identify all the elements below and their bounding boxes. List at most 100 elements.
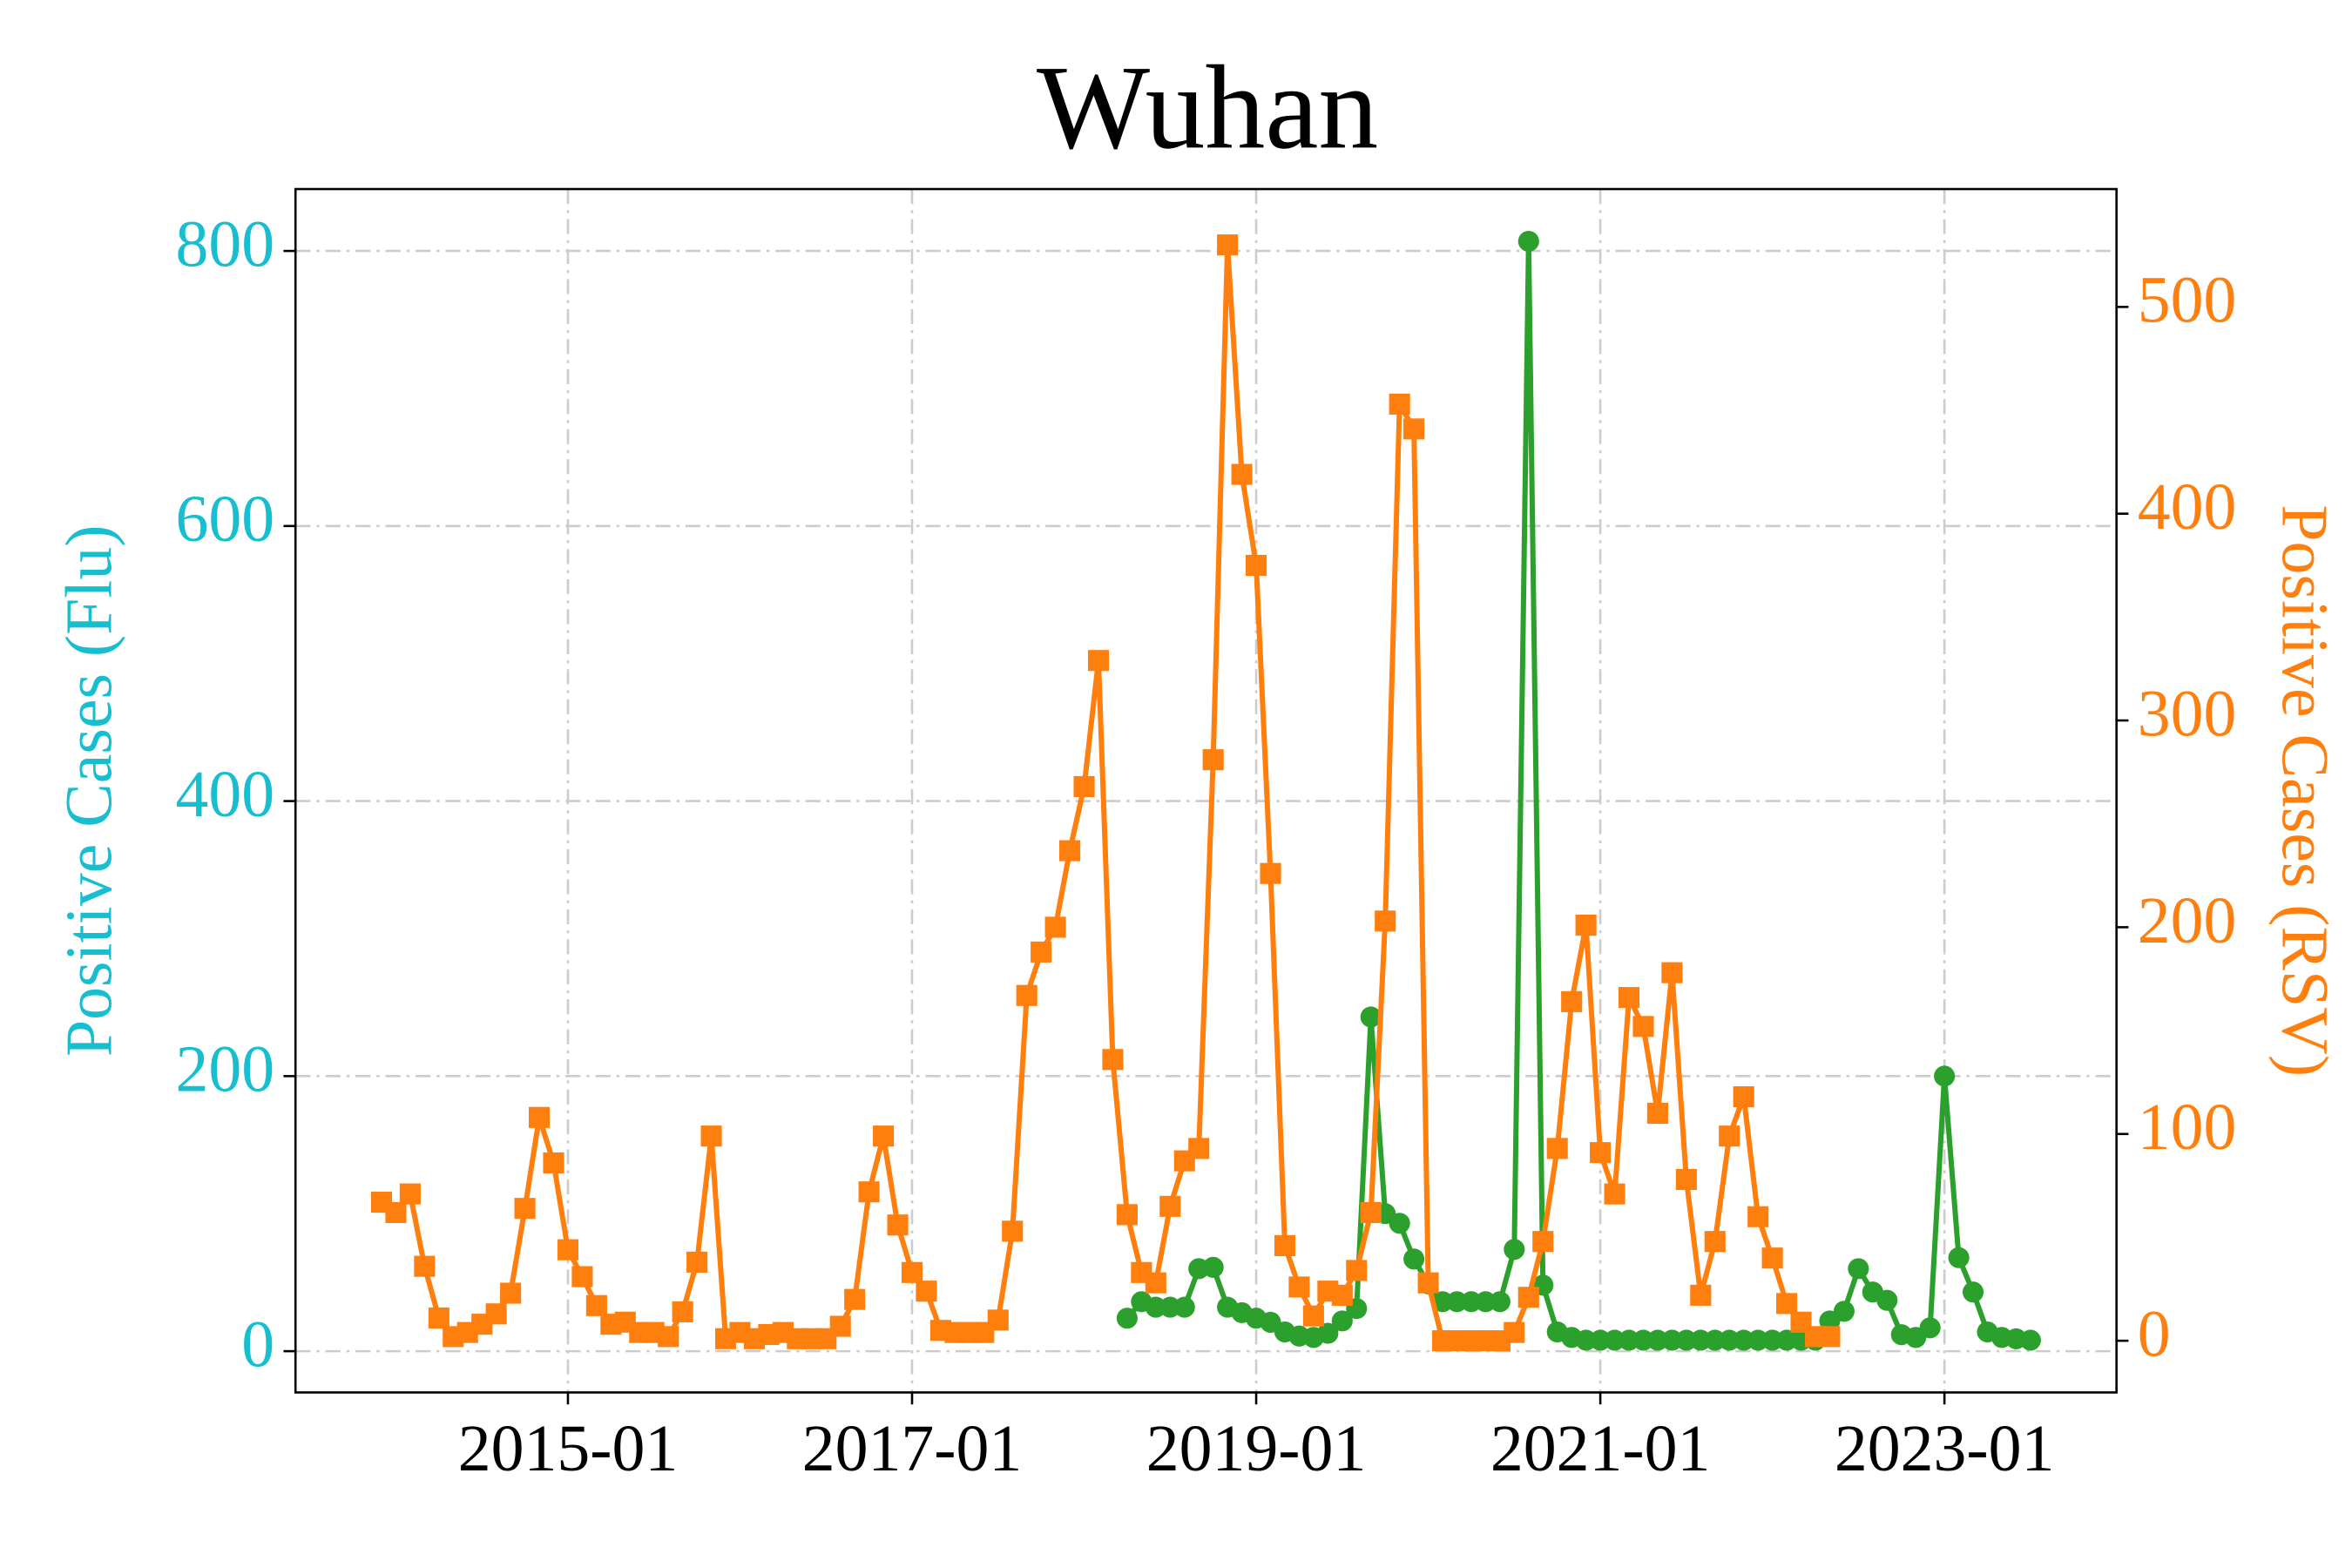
marker [686, 1251, 708, 1273]
marker [1776, 1293, 1798, 1315]
y-tick-label: 600 [175, 483, 274, 556]
marker [1145, 1272, 1166, 1294]
marker [1590, 1142, 1612, 1164]
marker [1561, 990, 1583, 1012]
marker [399, 1183, 421, 1205]
marker [1517, 230, 1539, 253]
y2-tick-label: 500 [2138, 264, 2237, 337]
y2-tick-label: 300 [2138, 677, 2237, 750]
marker [1044, 916, 1066, 938]
marker [1675, 1168, 1697, 1191]
marker [1546, 1138, 1568, 1159]
marker [700, 1125, 722, 1147]
marker [1031, 941, 1052, 963]
marker [1188, 1138, 1210, 1159]
marker [1489, 1291, 1511, 1313]
y2-tick-label: 100 [2138, 1091, 2237, 1164]
marker [1618, 987, 1640, 1009]
marker [1202, 749, 1224, 771]
marker [1876, 1289, 1898, 1311]
marker [1504, 1321, 1525, 1343]
marker [414, 1255, 436, 1277]
marker [844, 1288, 866, 1310]
marker [1963, 1281, 1984, 1303]
marker [1173, 1296, 1195, 1318]
marker [500, 1282, 522, 1304]
y2-axis-label: Positive Cases (RSV) [2268, 504, 2342, 1077]
y-tick-label: 800 [175, 207, 274, 280]
marker [1389, 393, 1410, 415]
y2-tick-label: 400 [2138, 470, 2237, 544]
marker [485, 1303, 507, 1325]
marker [1604, 1183, 1625, 1205]
marker [1704, 1231, 1726, 1253]
series-line [1125, 239, 2031, 1343]
marker [1632, 1016, 1654, 1037]
marker [1403, 1248, 1425, 1270]
series-line [380, 242, 1830, 1344]
y2-tick-label: 200 [2138, 884, 2237, 957]
plot-frame [294, 187, 2118, 1394]
marker [1819, 1326, 1841, 1348]
marker [1217, 234, 1239, 256]
marker [557, 1239, 579, 1260]
marker [1016, 984, 1037, 1006]
marker [571, 1266, 593, 1288]
marker [1417, 1272, 1439, 1294]
marker [1116, 1308, 1138, 1329]
marker [428, 1307, 449, 1329]
marker [916, 1281, 937, 1302]
marker [1504, 1239, 1525, 1260]
marker [1733, 1085, 1754, 1108]
marker [585, 1294, 607, 1316]
marker [887, 1214, 909, 1236]
marker [1288, 1276, 1310, 1298]
marker [1833, 1301, 1855, 1322]
marker [1532, 1231, 1554, 1253]
marker [1747, 1206, 1769, 1227]
marker [858, 1181, 880, 1203]
marker [1302, 1305, 1324, 1327]
marker [1375, 910, 1396, 932]
marker [873, 1125, 895, 1147]
marker [528, 1106, 551, 1128]
marker [543, 1152, 564, 1174]
marker [514, 1198, 536, 1220]
marker [1517, 1287, 1539, 1308]
marker [1719, 1125, 1740, 1147]
marker [1059, 840, 1081, 862]
chart-title: Wuhan [1037, 40, 1378, 173]
marker [1403, 418, 1425, 440]
marker [987, 1309, 1009, 1331]
marker [1360, 1006, 1382, 1028]
marker [1159, 1195, 1181, 1217]
marker [1102, 1049, 1124, 1071]
marker [1002, 1220, 1024, 1242]
marker [1331, 1284, 1353, 1306]
marker [1317, 1322, 1339, 1344]
x-tick-label: 2015-01 [458, 1412, 678, 1485]
y2-tick-label: 0 [2138, 1298, 2171, 1371]
marker [1690, 1284, 1712, 1306]
marker [1919, 1317, 1941, 1339]
marker [2019, 1329, 2041, 1351]
marker [1389, 1213, 1410, 1234]
marker [1087, 650, 1110, 672]
marker [1661, 962, 1683, 983]
marker [1948, 1247, 1970, 1268]
marker [1934, 1065, 1956, 1087]
marker [1116, 1204, 1138, 1226]
marker [1274, 1234, 1296, 1257]
marker [1848, 1258, 1869, 1280]
y-axis-label: Positive Cases (Flu) [53, 525, 126, 1057]
marker [1231, 463, 1253, 485]
x-tick-label: 2019-01 [1146, 1412, 1366, 1485]
y-tick-label: 200 [175, 1033, 274, 1106]
marker [1073, 775, 1095, 798]
marker [1346, 1260, 1368, 1281]
y-tick-label: 0 [241, 1308, 274, 1381]
marker [1331, 1310, 1353, 1332]
x-tick-label: 2023-01 [1835, 1412, 2054, 1485]
